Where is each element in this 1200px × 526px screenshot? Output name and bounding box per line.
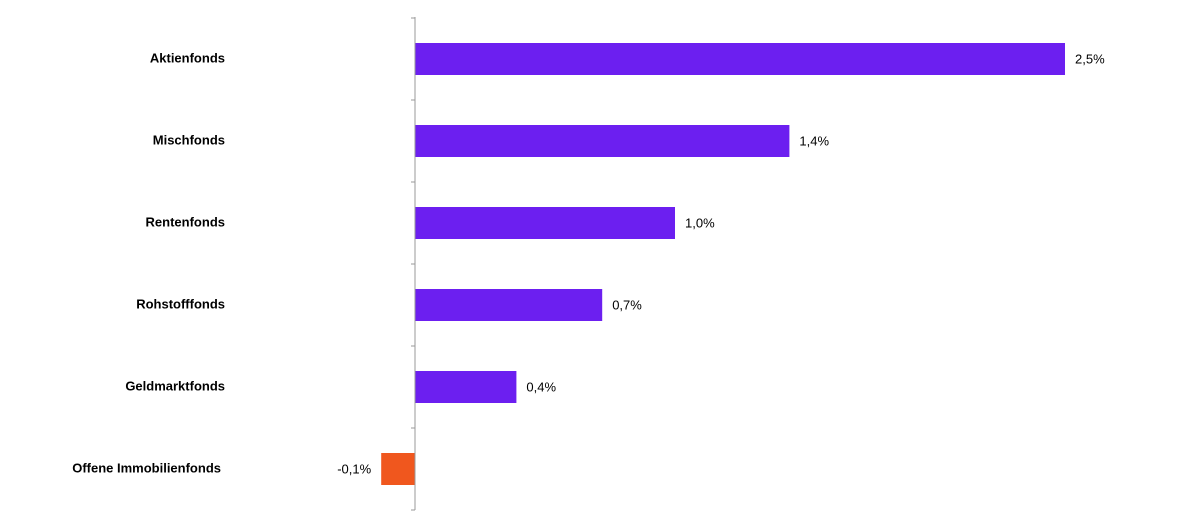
bar xyxy=(415,207,675,239)
category-label: Rentenfonds xyxy=(146,214,225,229)
bar xyxy=(415,43,1065,75)
value-label: 1,0% xyxy=(685,215,715,230)
bar xyxy=(381,453,415,485)
value-label: 2,5% xyxy=(1075,51,1105,66)
value-label: 1,4% xyxy=(799,133,829,148)
category-label: Geldmarktfonds xyxy=(125,378,225,393)
value-label: 0,7% xyxy=(612,297,642,312)
category-label: Mischfonds xyxy=(153,132,225,147)
bar xyxy=(415,289,603,321)
bar xyxy=(415,125,790,157)
value-label: 0,4% xyxy=(526,379,556,394)
bar xyxy=(415,371,517,403)
category-label: Offene Immobilienfonds xyxy=(72,460,221,475)
category-label: Aktienfonds xyxy=(150,50,225,65)
category-label: Rohstofffonds xyxy=(136,296,225,311)
value-label: -0,1% xyxy=(337,461,371,476)
